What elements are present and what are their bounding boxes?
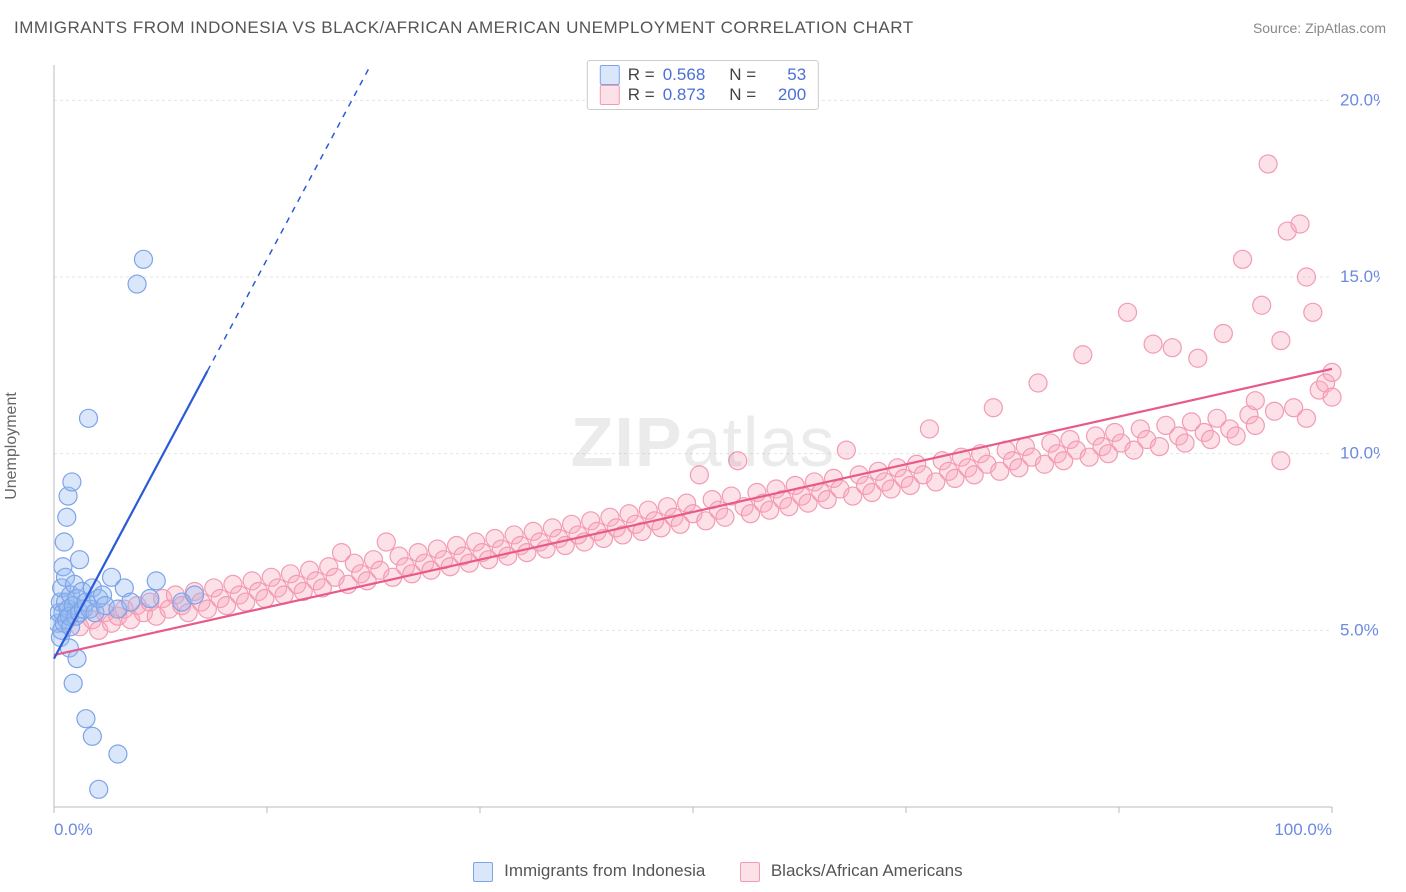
chart-title: IMMIGRANTS FROM INDONESIA VS BLACK/AFRIC… xyxy=(14,18,914,38)
r-value-1: 0.568 xyxy=(663,65,706,85)
source-attribution: Source: ZipAtlas.com xyxy=(1253,20,1386,36)
n-value-2: 200 xyxy=(764,85,806,105)
series-legend: Immigrants from Indonesia Blacks/African… xyxy=(0,861,1406,882)
legend-swatch-series2 xyxy=(600,85,620,105)
chart-svg: 5.0% 10.0% 15.0% 20.0% 0.0% 100.0% xyxy=(50,55,1380,845)
r-label-2: R = xyxy=(628,85,655,105)
svg-text:20.0%: 20.0% xyxy=(1340,90,1380,109)
source-label: Source: xyxy=(1253,20,1305,36)
chart-plot-area: 5.0% 10.0% 15.0% 20.0% 0.0% 100.0% xyxy=(50,55,1380,845)
legend-label-series2: Blacks/African Americans xyxy=(771,861,963,880)
n-label-2: N = xyxy=(729,85,756,105)
legend-row-series2: R = 0.873 N = 200 xyxy=(600,85,806,105)
legend-swatch-series2-bottom xyxy=(740,862,760,882)
legend-row-series1: R = 0.568 N = 53 xyxy=(600,65,806,85)
svg-text:0.0%: 0.0% xyxy=(54,820,93,839)
legend-swatch-series1-bottom xyxy=(473,862,493,882)
legend-label-series1: Immigrants from Indonesia xyxy=(504,861,705,880)
svg-text:10.0%: 10.0% xyxy=(1340,444,1380,463)
n-value-1: 53 xyxy=(764,65,806,85)
svg-text:15.0%: 15.0% xyxy=(1340,267,1380,286)
svg-text:100.0%: 100.0% xyxy=(1274,820,1332,839)
source-value: ZipAtlas.com xyxy=(1305,20,1386,36)
correlation-legend: R = 0.568 N = 53 R = 0.873 N = 200 xyxy=(587,60,819,110)
r-value-2: 0.873 xyxy=(663,85,706,105)
legend-swatch-series1 xyxy=(600,65,620,85)
svg-text:5.0%: 5.0% xyxy=(1340,620,1379,639)
y-axis-label: Unemployment xyxy=(3,392,21,500)
r-label-1: R = xyxy=(628,65,655,85)
n-label-1: N = xyxy=(729,65,756,85)
